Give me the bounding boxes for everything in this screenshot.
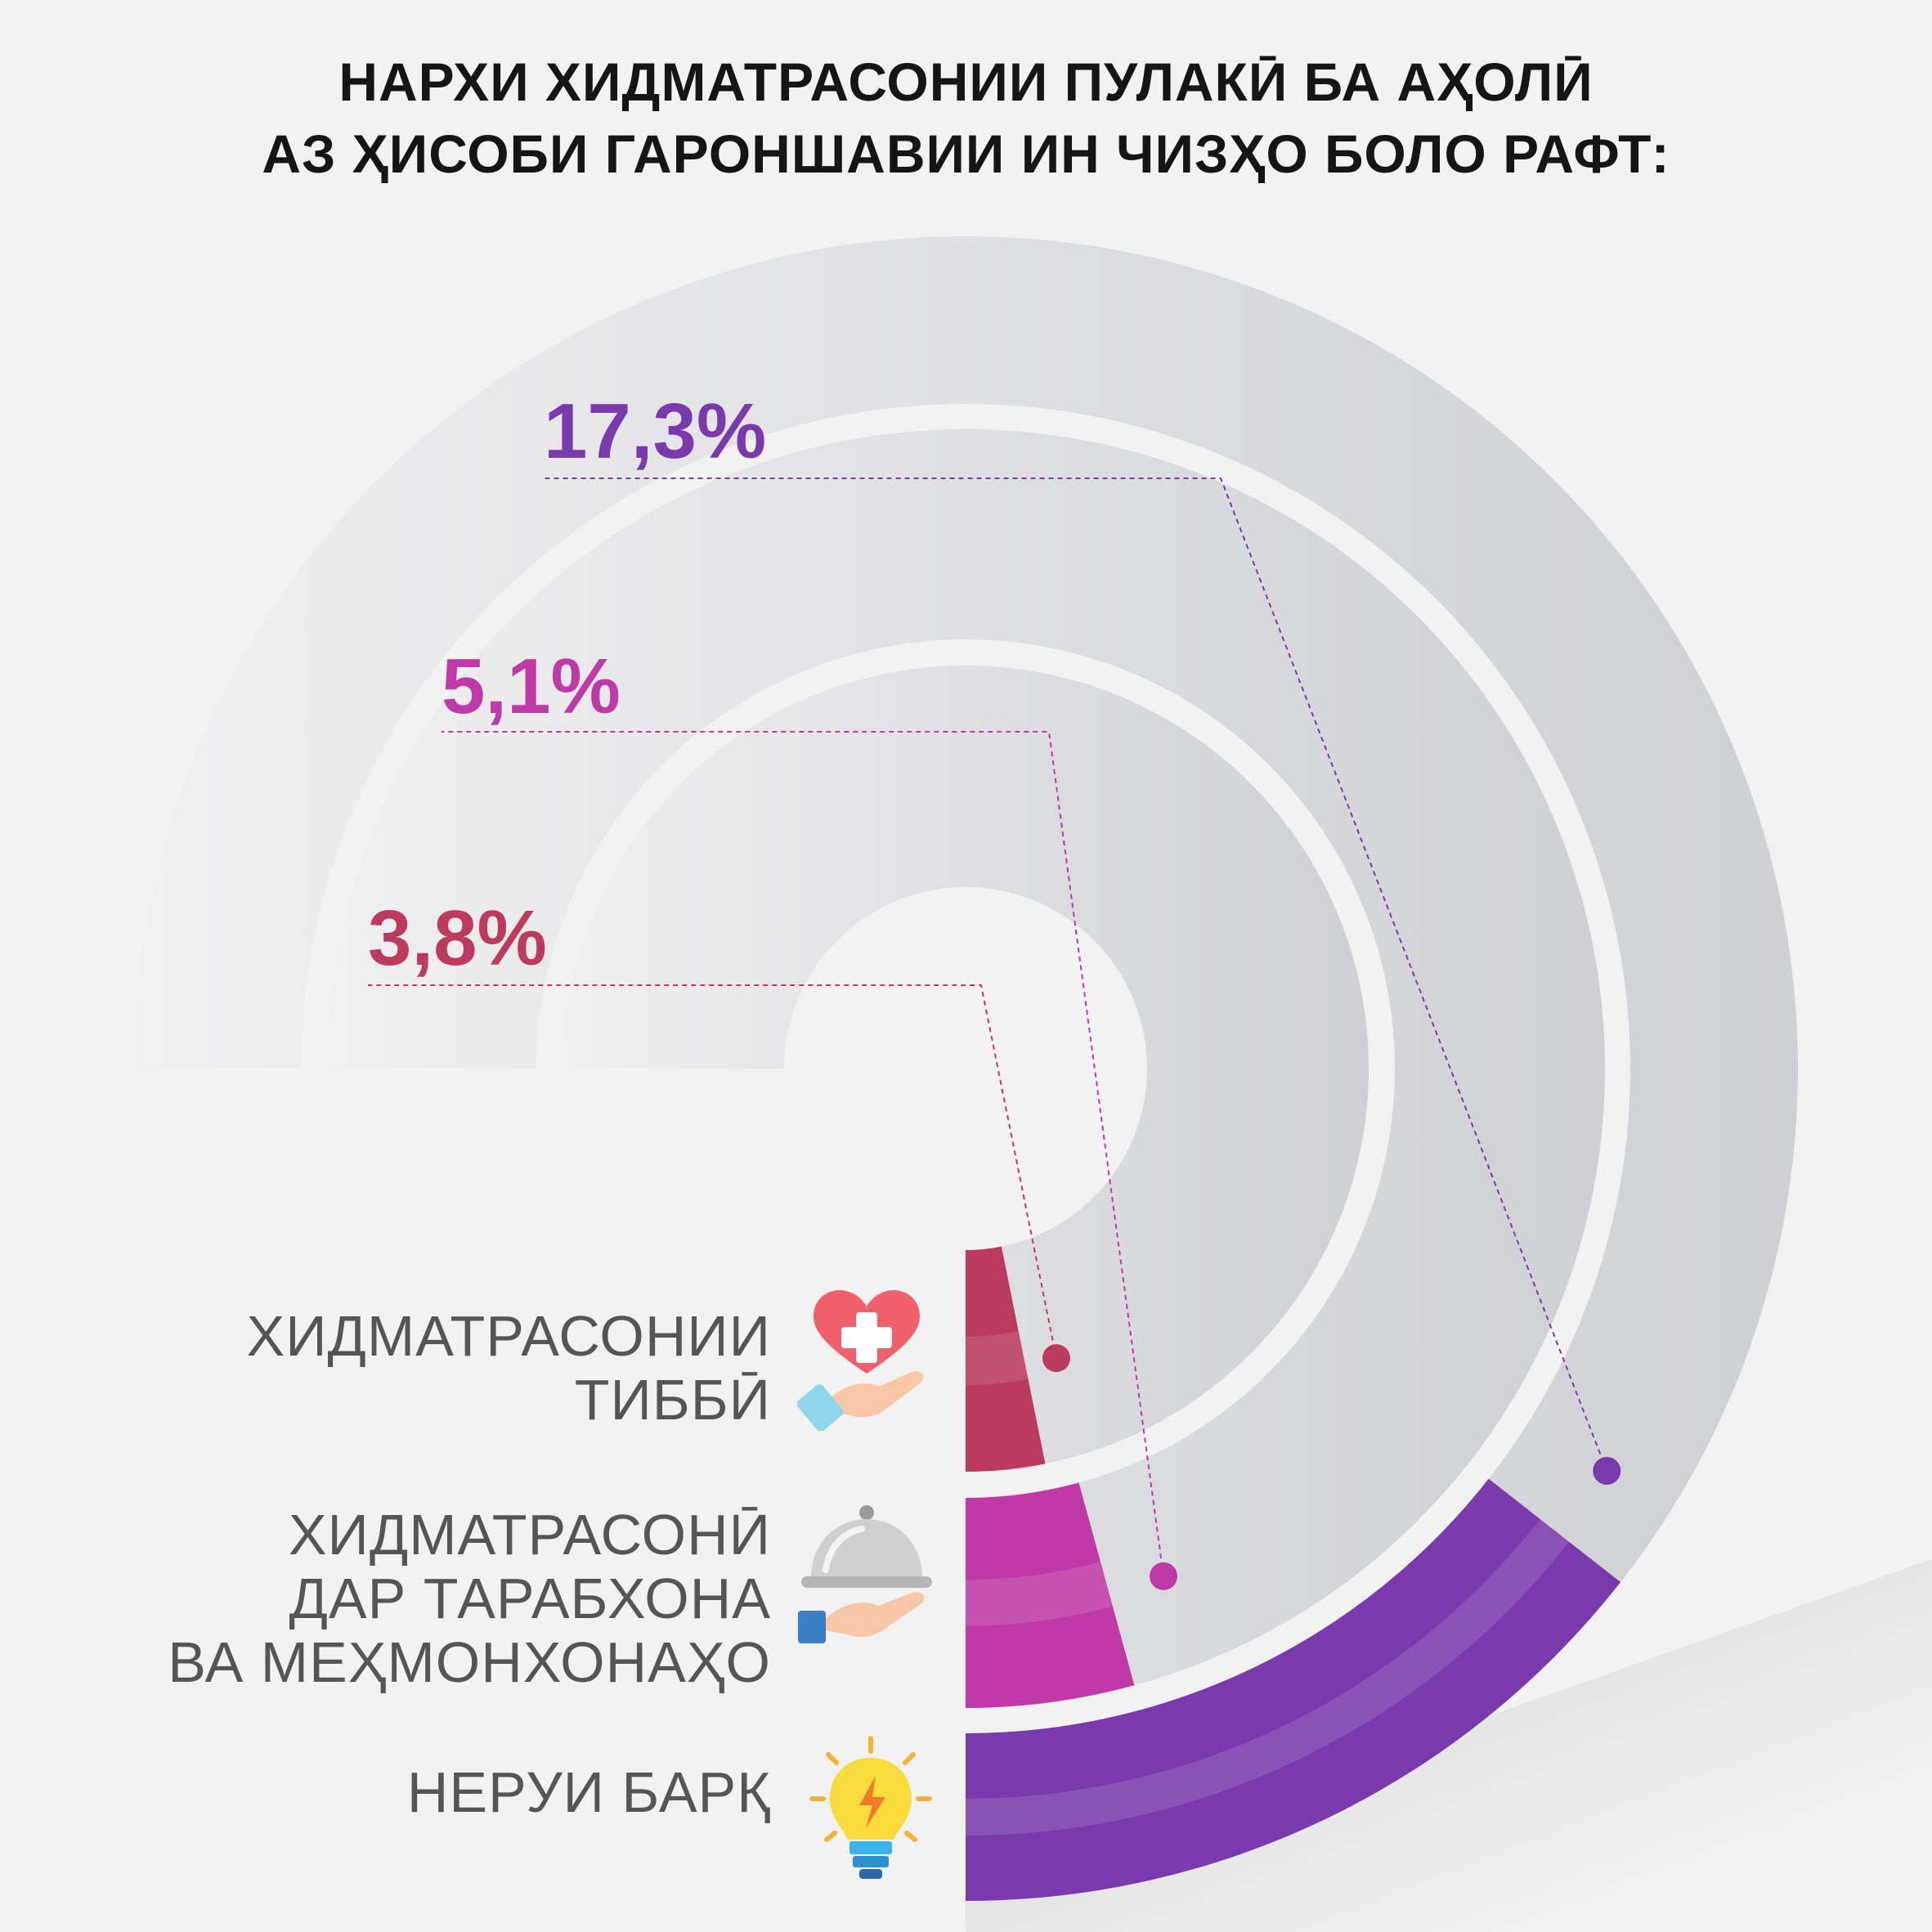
value-arc-1 [966, 1482, 1135, 1708]
light-bulb-icon [809, 1736, 932, 1879]
value-label-2: 17,3% [544, 388, 766, 475]
category-label-line: ВА МЕҲМОНХОНАҲО [168, 1630, 771, 1694]
category-label-restaurants: ХИДМАТРАСОНӢ ДАР ТАРАБХОНА ВА МЕҲМОНХОНА… [168, 1503, 771, 1694]
category-label-line: ТИББӢ [574, 1368, 771, 1432]
chart-title-line-2: АЗ ҲИСОБИ ГАРОНШАВИИ ИН ЧИЗҲО БОЛО РАФТ: [262, 123, 1670, 184]
chart-title-line-1: НАРХИ ХИДМАТРАСОНИИ ПУЛАКӢ БА АҲОЛӢ [338, 52, 1594, 112]
medical-care-icon [797, 1290, 924, 1431]
value-arc-2 [966, 1478, 1621, 1901]
leader-line-0 [368, 984, 1057, 1359]
value-arc-sheen-2 [966, 1518, 1570, 1836]
value-label-1: 5,1% [442, 643, 621, 730]
category-label-line: ДАР ТАРАБХОНА [289, 1567, 771, 1630]
category-label-medical: ХИДМАТРАСОНИИ ТИББӢ [247, 1304, 772, 1432]
category-label-line: ХИДМАТРАСОНИИ [246, 1304, 771, 1368]
leader-line-2 [544, 477, 1608, 1472]
category-label-electricity: НЕРУИ БАРҚ [407, 1760, 771, 1824]
category-label-line: НЕРУИ БАРҚ [406, 1760, 771, 1824]
value-arc-sheen-1 [966, 1562, 1113, 1626]
restaurant-service-icon [798, 1505, 932, 1643]
ring-track-0 [563, 666, 1369, 1472]
value-label-0: 3,8% [368, 894, 547, 982]
value-arc-0 [966, 1246, 1046, 1472]
category-label-line: ХИДМАТРАСОНӢ [288, 1503, 771, 1567]
ring-track-1 [326, 429, 1605, 1708]
value-arc-sheen-0 [966, 1331, 1029, 1386]
